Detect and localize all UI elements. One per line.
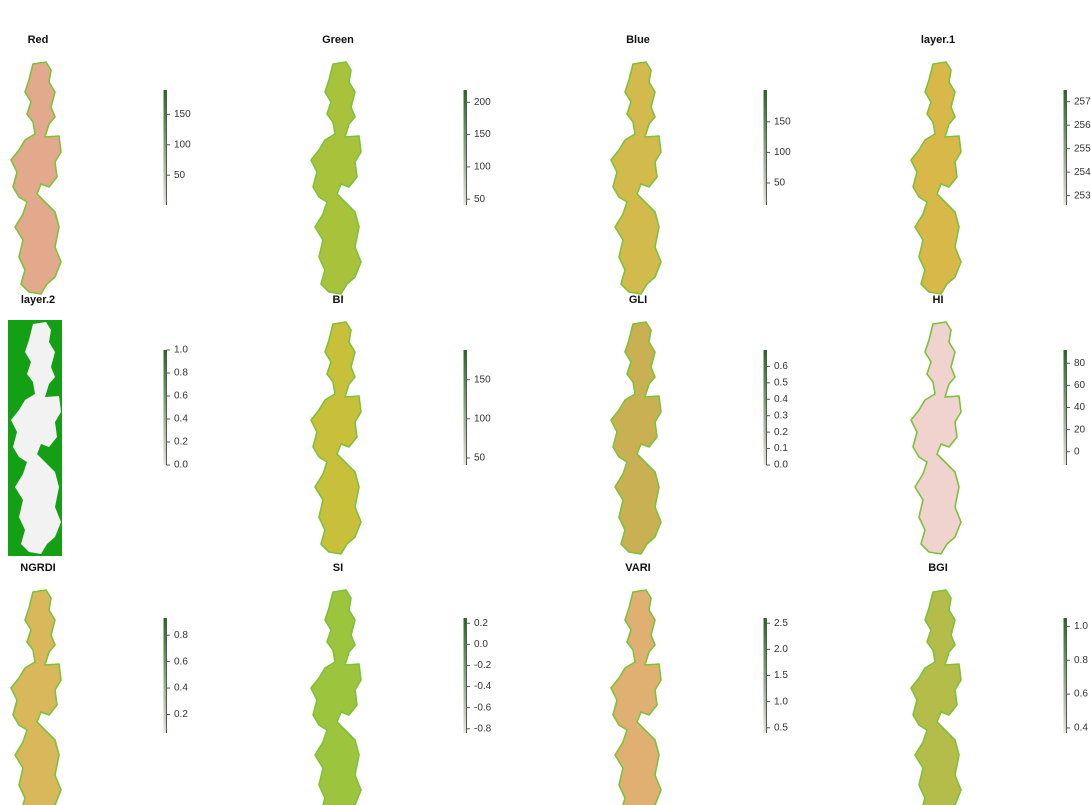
tick-label: 0.1 <box>774 443 788 454</box>
tick-label: -0.4 <box>474 681 492 692</box>
tick-label: 100 <box>474 162 491 173</box>
field-raster <box>911 590 961 805</box>
panel: Green 50 100 150 200 <box>311 34 491 294</box>
tick-label: 80 <box>1074 358 1086 369</box>
panel-title: SI <box>333 562 343 574</box>
tick-label: 0.6 <box>174 656 188 667</box>
field-raster <box>311 590 361 805</box>
tick-label: 0.0 <box>474 639 488 650</box>
tick-label: 257 <box>1074 96 1091 107</box>
tick-label: 50 <box>474 453 486 464</box>
tick-label: 0.4 <box>174 414 188 425</box>
field-raster <box>611 62 661 294</box>
tick-label: 0.5 <box>774 377 788 388</box>
tick-label: -0.8 <box>474 723 492 734</box>
tick-label: 50 <box>474 194 486 205</box>
panel: Red 50 100 150 <box>11 34 191 294</box>
panel: Blue 50 100 150 <box>611 34 791 294</box>
tick-label: 1.5 <box>774 670 788 681</box>
field-raster <box>911 62 961 294</box>
tick-label: 200 <box>474 97 491 108</box>
tick-label: 0.4 <box>774 394 788 405</box>
tick-label: 1.0 <box>774 696 788 707</box>
tick-label: 150 <box>174 109 191 120</box>
panel-title: Green <box>322 34 354 46</box>
field-raster <box>11 590 61 805</box>
field-raster <box>611 590 661 805</box>
tick-label: 0.6 <box>174 391 188 402</box>
field-raster <box>311 322 361 554</box>
tick-label: 0.2 <box>774 427 788 438</box>
tick-label: 20 <box>1074 424 1086 435</box>
tick-label: 1.0 <box>1074 621 1088 632</box>
tick-label: 150 <box>474 374 491 385</box>
tick-label: 0.3 <box>774 410 788 421</box>
tick-label: -0.6 <box>474 702 492 713</box>
tick-label: 100 <box>174 139 191 150</box>
panel: BI 50 100 150 <box>311 294 491 554</box>
tick-label: 0.2 <box>474 618 488 629</box>
tick-label: 0.8 <box>174 630 188 641</box>
tick-label: 0.4 <box>1074 723 1088 734</box>
tick-label: 50 <box>774 178 786 189</box>
panel-title: BGI <box>928 562 948 574</box>
tick-label: 50 <box>174 170 186 181</box>
panel: NGRDI 0.2 0.4 0.6 0.8 <box>11 562 188 805</box>
tick-label: 60 <box>1074 380 1086 391</box>
tick-label: 256 <box>1074 120 1091 131</box>
field-raster <box>11 62 61 294</box>
tick-label: 150 <box>474 129 491 140</box>
tick-label: 100 <box>474 413 491 424</box>
panel-title: layer.1 <box>921 34 955 46</box>
panel-title: Blue <box>626 34 650 46</box>
field-raster <box>911 322 961 554</box>
panel: BGI 0.4 0.6 0.8 1.0 <box>911 562 1088 805</box>
tick-label: -0.2 <box>474 660 492 671</box>
tick-label: 0.0 <box>174 460 188 471</box>
raster-grid: Red50100150Green50100150200Blue50100150l… <box>0 0 1091 805</box>
field-raster <box>311 62 361 294</box>
tick-label: 0.0 <box>774 460 788 471</box>
panel: GLI 0.0 0.1 0.2 0.3 0.4 0.5 0.6 <box>611 294 788 554</box>
tick-label: 253 <box>1074 190 1091 201</box>
panel-title: BI <box>333 294 344 306</box>
panel: layer.2 0.0 0.2 0.4 0.6 0.8 1.0 <box>8 294 188 556</box>
tick-label: 0.2 <box>174 437 188 448</box>
tick-label: 0.5 <box>774 722 788 733</box>
panel: SI -0.8 -0.6 -0.4 -0.2 0.0 0.2 <box>311 562 492 805</box>
tick-label: 254 <box>1074 167 1091 178</box>
panel: layer.1 253 254 255 256 257 <box>911 34 1091 294</box>
tick-label: 0.8 <box>1074 655 1088 666</box>
panel-title: VARI <box>625 562 650 574</box>
tick-label: 0.8 <box>174 368 188 379</box>
panel-title: layer.2 <box>21 294 55 306</box>
tick-label: 0.6 <box>1074 689 1088 700</box>
tick-label: 0.6 <box>774 361 788 372</box>
panel-title: NGRDI <box>20 562 55 574</box>
panel: VARI 0.5 1.0 1.5 2.0 2.5 <box>611 562 788 805</box>
tick-label: 0.2 <box>174 709 188 720</box>
tick-label: 255 <box>1074 143 1091 154</box>
tick-label: 40 <box>1074 402 1086 413</box>
panel-title: Red <box>28 34 49 46</box>
tick-label: 2.0 <box>774 644 788 655</box>
tick-label: 0 <box>1074 446 1080 457</box>
panel-title: GLI <box>629 294 647 306</box>
panel-title: HI <box>933 294 944 306</box>
tick-label: 1.0 <box>174 345 188 356</box>
tick-label: 0.4 <box>174 683 188 694</box>
tick-label: 150 <box>774 116 791 127</box>
panel: HI 0 20 40 60 80 <box>911 294 1086 554</box>
field-raster <box>611 322 661 554</box>
tick-label: 100 <box>774 147 791 158</box>
tick-label: 2.5 <box>774 618 788 629</box>
